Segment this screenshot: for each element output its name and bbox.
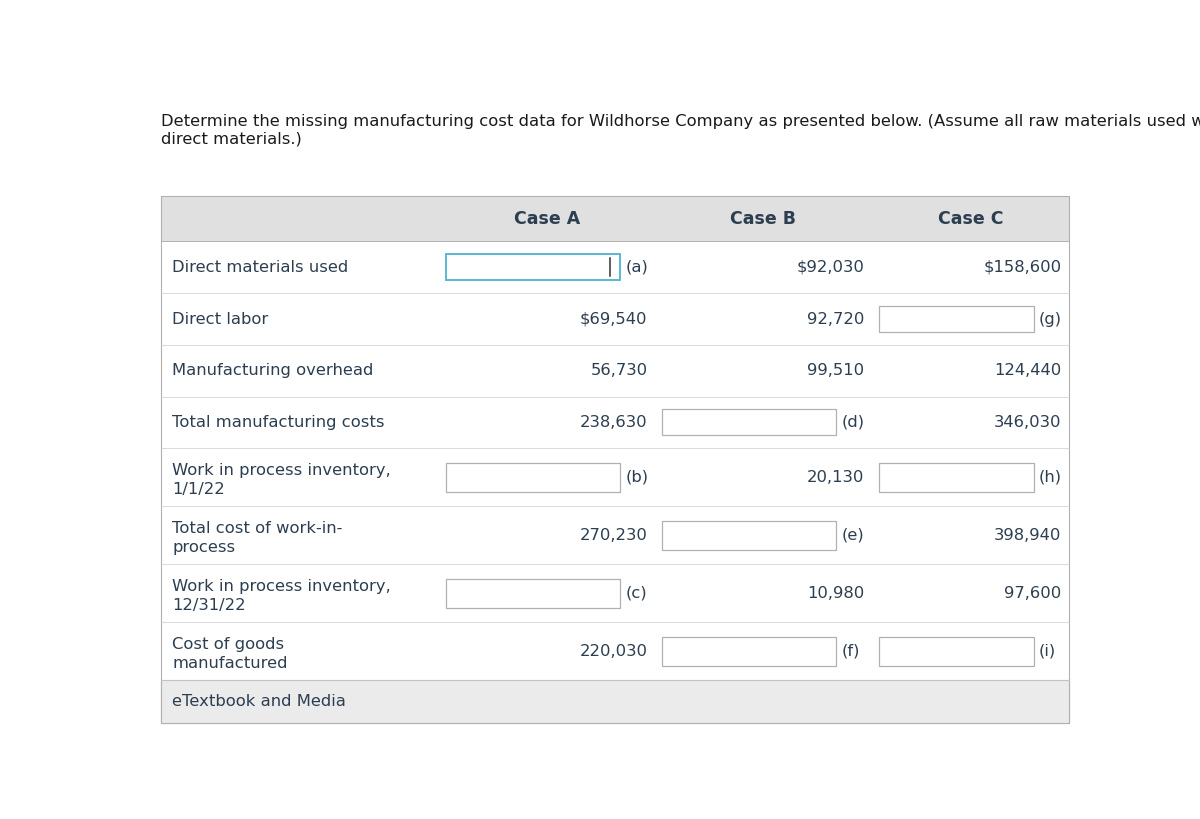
FancyBboxPatch shape	[161, 564, 1069, 622]
Text: (c): (c)	[625, 586, 647, 601]
Text: 1/1/22: 1/1/22	[173, 482, 226, 497]
FancyBboxPatch shape	[880, 637, 1033, 666]
FancyBboxPatch shape	[161, 345, 1069, 396]
Text: Direct labor: Direct labor	[173, 311, 269, 327]
Text: Work in process inventory,: Work in process inventory,	[173, 463, 391, 478]
Text: 20,130: 20,130	[806, 470, 864, 485]
FancyBboxPatch shape	[161, 293, 1069, 345]
Text: 270,230: 270,230	[580, 527, 648, 543]
FancyBboxPatch shape	[161, 242, 1069, 293]
Text: 92,720: 92,720	[806, 311, 864, 327]
Text: 97,600: 97,600	[1004, 586, 1062, 601]
Text: Direct materials used: Direct materials used	[173, 260, 348, 275]
Text: 238,630: 238,630	[580, 415, 648, 430]
Text: Cost of goods: Cost of goods	[173, 637, 284, 652]
FancyBboxPatch shape	[445, 463, 619, 491]
Text: Work in process inventory,: Work in process inventory,	[173, 579, 391, 594]
Text: manufactured: manufactured	[173, 656, 288, 672]
Text: (f): (f)	[842, 644, 860, 658]
Text: Case B: Case B	[731, 210, 797, 228]
Text: 346,030: 346,030	[994, 415, 1062, 430]
Text: Manufacturing overhead: Manufacturing overhead	[173, 363, 373, 378]
FancyBboxPatch shape	[662, 410, 836, 436]
FancyBboxPatch shape	[161, 396, 1069, 448]
Text: eTextbook and Media: eTextbook and Media	[173, 695, 346, 709]
FancyBboxPatch shape	[445, 255, 619, 280]
Text: (e): (e)	[842, 527, 865, 543]
Text: (i): (i)	[1039, 644, 1056, 658]
Text: Case A: Case A	[514, 210, 580, 228]
Text: 10,980: 10,980	[806, 586, 864, 601]
Text: Determine the missing manufacturing cost data for Wildhorse Company as presented: Determine the missing manufacturing cost…	[161, 114, 1200, 129]
Text: 124,440: 124,440	[994, 363, 1062, 378]
Text: Case C: Case C	[937, 210, 1003, 228]
FancyBboxPatch shape	[161, 622, 1069, 681]
Text: process: process	[173, 541, 235, 555]
Text: Total cost of work-in-: Total cost of work-in-	[173, 521, 343, 536]
FancyBboxPatch shape	[662, 637, 836, 666]
Text: 220,030: 220,030	[580, 644, 648, 658]
Text: (a): (a)	[625, 260, 648, 275]
Text: direct materials.): direct materials.)	[161, 131, 302, 146]
Text: (h): (h)	[1039, 470, 1062, 485]
Text: (d): (d)	[842, 415, 865, 430]
Text: (g): (g)	[1039, 311, 1062, 327]
Text: $69,540: $69,540	[580, 311, 648, 327]
Text: 398,940: 398,940	[994, 527, 1062, 543]
FancyBboxPatch shape	[880, 463, 1033, 491]
Text: Total manufacturing costs: Total manufacturing costs	[173, 415, 385, 430]
Text: $158,600: $158,600	[983, 260, 1062, 275]
Text: (b): (b)	[625, 470, 648, 485]
FancyBboxPatch shape	[445, 579, 619, 608]
FancyBboxPatch shape	[161, 506, 1069, 564]
FancyBboxPatch shape	[880, 306, 1033, 332]
FancyBboxPatch shape	[161, 448, 1069, 506]
Text: $92,030: $92,030	[797, 260, 864, 275]
FancyBboxPatch shape	[161, 681, 1069, 723]
Text: 99,510: 99,510	[808, 363, 864, 378]
Text: 12/31/22: 12/31/22	[173, 599, 246, 613]
FancyBboxPatch shape	[161, 196, 1069, 242]
FancyBboxPatch shape	[662, 521, 836, 550]
Text: 56,730: 56,730	[590, 363, 648, 378]
